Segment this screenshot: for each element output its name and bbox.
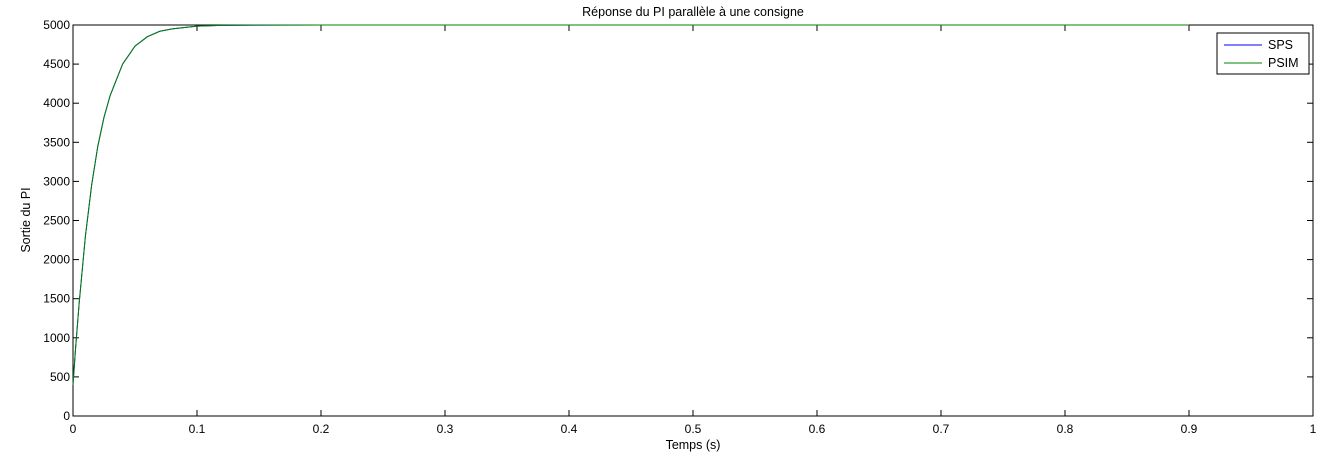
x-tick-label: 0.9 [1181,422,1198,436]
x-tick-label: 0.5 [685,422,702,436]
y-tick-label: 1500 [43,292,70,306]
y-tick-label: 3500 [43,135,70,149]
y-tick-label: 4000 [43,96,70,110]
y-tick-label: 3000 [43,174,70,188]
x-tick-label: 0.1 [189,422,206,436]
y-axis-label: Sortie du PI [19,187,33,252]
y-tick-label: 2000 [43,253,70,267]
y-tick-label: 1000 [43,331,70,345]
x-tick-label: 0.7 [933,422,950,436]
series-lines [72,24,1189,385]
legend-box [1216,32,1310,75]
x-tick-label: 0.3 [437,422,454,436]
legend-label-sps: SPS [1268,38,1293,52]
legend-label-psim: PSIM [1268,56,1299,70]
y-tick-label: 500 [50,370,70,384]
x-tick-label: 0 [70,422,77,436]
axis-ticks: 0 0.1 0.2 0.3 0.4 0.5 0.6 0.7 0.8 0.9 1 0 500 1000 150… [43,18,1316,436]
x-tick-label: 0.8 [1057,422,1074,436]
chart-title: Réponse du PI parallèle à une consigne [582,5,804,19]
x-tick-label: 1 [1310,422,1317,436]
y-tick-label: 4500 [43,57,70,71]
x-tick-label: 0.2 [313,422,330,436]
x-axis-label: Temps (s) [666,438,721,452]
x-tick-label: 0.4 [561,422,578,436]
y-tick-label: 2500 [43,214,70,228]
x-tick-label: 0.6 [809,422,826,436]
series-line-psim [72,24,1189,385]
plot-area [72,24,1314,417]
legend: SPS PSIM [1216,32,1310,75]
y-tick-label: 5000 [43,18,70,32]
y-tick-label: 0 [63,409,70,423]
